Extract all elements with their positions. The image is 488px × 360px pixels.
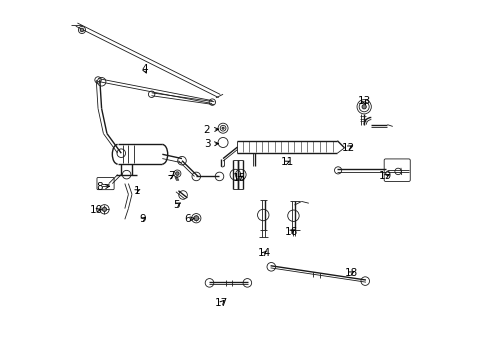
Text: 2: 2 — [203, 125, 218, 135]
Text: 5: 5 — [173, 200, 180, 210]
Text: 13: 13 — [357, 96, 370, 107]
Text: 1: 1 — [134, 186, 141, 196]
Text: 16: 16 — [284, 227, 297, 237]
Text: 17: 17 — [214, 298, 227, 308]
Text: 12: 12 — [341, 143, 354, 153]
Circle shape — [102, 207, 106, 211]
Circle shape — [193, 216, 198, 221]
Circle shape — [80, 28, 83, 32]
Circle shape — [175, 172, 179, 175]
Text: 10: 10 — [89, 205, 102, 215]
Text: 8: 8 — [96, 182, 109, 192]
FancyBboxPatch shape — [384, 159, 409, 181]
Text: 6: 6 — [183, 214, 194, 224]
Text: 3: 3 — [203, 139, 218, 149]
Text: 19: 19 — [378, 171, 391, 181]
Circle shape — [222, 127, 224, 129]
Text: 14: 14 — [257, 248, 270, 258]
Text: 4: 4 — [141, 64, 147, 74]
Text: 7: 7 — [167, 171, 174, 181]
Text: 15: 15 — [232, 173, 245, 183]
Text: 18: 18 — [345, 268, 358, 278]
Text: 11: 11 — [280, 157, 293, 167]
Text: 9: 9 — [139, 214, 146, 224]
Circle shape — [361, 105, 366, 109]
FancyBboxPatch shape — [97, 177, 114, 190]
